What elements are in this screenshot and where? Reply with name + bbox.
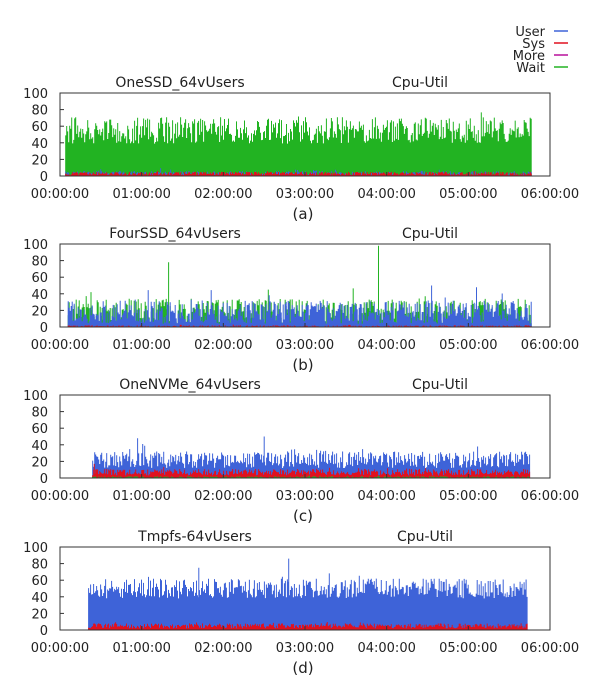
y-tick-label: 100 xyxy=(23,87,48,102)
y-tick-label: 0 xyxy=(40,624,48,639)
y-tick-label: 20 xyxy=(31,455,48,470)
x-tick-label: 03:00:00 xyxy=(276,187,334,202)
y-tick-label: 20 xyxy=(31,153,48,168)
x-tick-label: 04:00:00 xyxy=(357,187,415,202)
y-tick-label: 20 xyxy=(31,607,48,622)
y-tick-label: 60 xyxy=(31,271,48,286)
series-wait xyxy=(65,112,532,176)
x-tick-label: 06:00:00 xyxy=(521,338,579,353)
y-tick-label: 100 xyxy=(23,389,48,404)
x-tick-label: 00:00:00 xyxy=(31,187,89,202)
y-tick-label: 60 xyxy=(31,120,48,135)
x-tick-label: 02:00:00 xyxy=(194,338,252,353)
y-tick-label: 80 xyxy=(31,104,48,119)
x-tick-label: 03:00:00 xyxy=(276,641,334,656)
legend-label-more: More xyxy=(513,49,545,64)
chart-subtitle: Cpu-Util xyxy=(402,226,458,242)
y-tick-label: 0 xyxy=(40,472,48,487)
y-tick-label: 80 xyxy=(31,558,48,573)
y-tick-label: 100 xyxy=(23,238,48,253)
chart-subtitle: Cpu-Util xyxy=(412,377,468,393)
x-tick-label: 00:00:00 xyxy=(31,489,89,504)
legend-entry-wait: Wait xyxy=(516,61,568,76)
legend: User Sys More Wait xyxy=(513,25,568,76)
chart-caption: (a) xyxy=(293,205,314,223)
legend-label-wait: Wait xyxy=(516,61,545,76)
x-tick-label: 01:00:00 xyxy=(112,641,170,656)
chart-subtitle: Cpu-Util xyxy=(392,75,448,91)
chart-title: OneSSD_64vUsers xyxy=(115,75,244,91)
x-tick-label: 01:00:00 xyxy=(112,489,170,504)
series-sys xyxy=(88,622,528,630)
legend-entry-more: More xyxy=(513,49,568,64)
x-tick-label: 06:00:00 xyxy=(521,641,579,656)
y-tick-label: 0 xyxy=(40,321,48,336)
x-tick-label: 01:00:00 xyxy=(112,338,170,353)
y-tick-label: 80 xyxy=(31,406,48,421)
x-tick-label: 05:00:00 xyxy=(439,187,497,202)
x-tick-label: 02:00:00 xyxy=(194,641,252,656)
series-sys xyxy=(65,170,532,176)
x-tick-label: 05:00:00 xyxy=(439,489,497,504)
chart-title: FourSSD_64vUsers xyxy=(109,226,241,242)
y-tick-label: 60 xyxy=(31,574,48,589)
legend-entry-sys: Sys xyxy=(522,37,568,52)
x-tick-label: 00:00:00 xyxy=(31,641,89,656)
chart-title: OneNVMe_64vUsers xyxy=(119,377,261,393)
legend-label-user: User xyxy=(515,25,545,40)
y-tick-label: 40 xyxy=(31,591,48,606)
x-tick-label: 04:00:00 xyxy=(357,489,415,504)
y-tick-label: 40 xyxy=(31,288,48,303)
series-sys xyxy=(92,463,531,478)
chart-caption: (d) xyxy=(292,659,313,677)
series-user xyxy=(88,558,528,630)
x-tick-label: 06:00:00 xyxy=(521,489,579,504)
y-tick-label: 60 xyxy=(31,422,48,437)
y-tick-label: 20 xyxy=(31,304,48,319)
x-tick-label: 00:00:00 xyxy=(31,338,89,353)
chart-caption: (c) xyxy=(293,507,313,525)
legend-label-sys: Sys xyxy=(522,37,545,52)
y-tick-label: 100 xyxy=(23,541,48,556)
chart-title: Tmpfs-64vUsers xyxy=(137,529,252,545)
x-tick-label: 05:00:00 xyxy=(439,338,497,353)
x-tick-label: 03:00:00 xyxy=(276,489,334,504)
chart-caption: (b) xyxy=(292,356,313,374)
chart-subtitle: Cpu-Util xyxy=(397,529,453,545)
x-tick-label: 01:00:00 xyxy=(112,187,170,202)
x-tick-label: 05:00:00 xyxy=(439,641,497,656)
legend-entry-user: User xyxy=(515,25,568,40)
y-tick-label: 0 xyxy=(40,170,48,185)
y-tick-label: 80 xyxy=(31,255,48,270)
y-tick-label: 40 xyxy=(31,439,48,454)
x-tick-label: 03:00:00 xyxy=(276,338,334,353)
y-tick-label: 40 xyxy=(31,137,48,152)
x-tick-label: 02:00:00 xyxy=(194,187,252,202)
x-tick-label: 02:00:00 xyxy=(194,489,252,504)
x-tick-label: 04:00:00 xyxy=(357,641,415,656)
series-user xyxy=(67,285,532,327)
x-tick-label: 06:00:00 xyxy=(521,187,579,202)
x-tick-label: 04:00:00 xyxy=(357,338,415,353)
